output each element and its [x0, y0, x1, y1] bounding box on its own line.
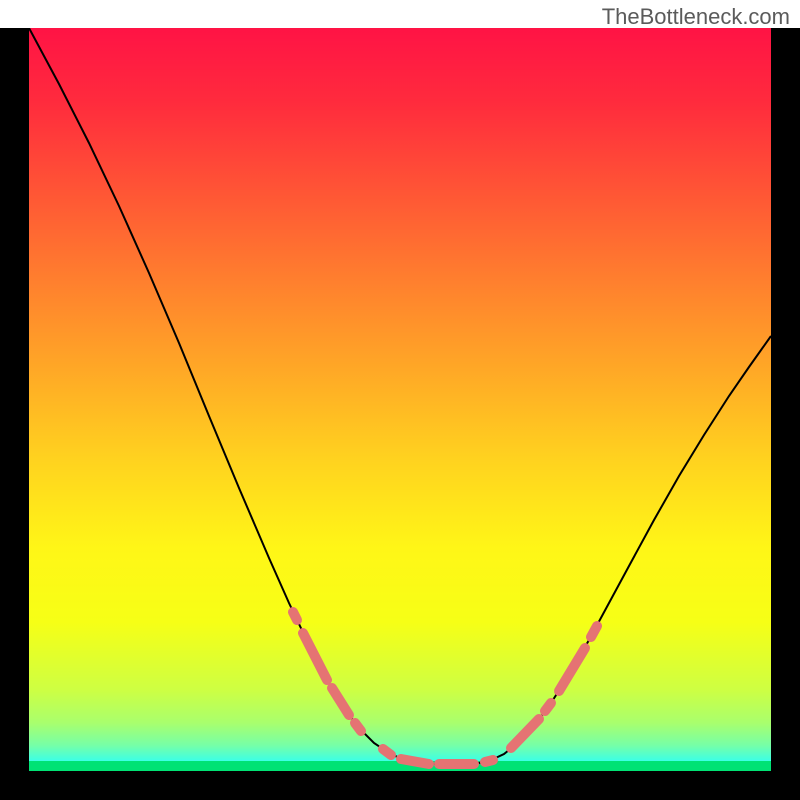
chart-container: TheBottleneck.com — [0, 0, 800, 800]
plot-svg — [29, 28, 771, 771]
gradient-background — [29, 28, 771, 771]
plot-area — [29, 28, 771, 771]
watermark-text: TheBottleneck.com — [602, 4, 790, 30]
plot-frame — [0, 28, 800, 800]
